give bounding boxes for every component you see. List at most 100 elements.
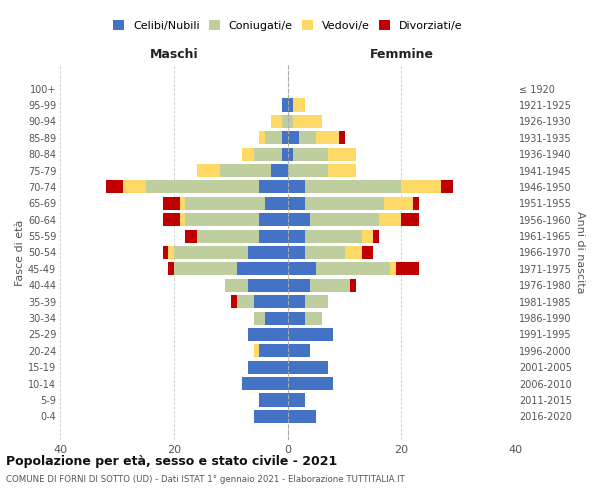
Bar [288,98,293,112]
Bar [288,394,305,406]
Bar [293,148,328,160]
Bar [236,262,288,276]
Bar [305,180,401,194]
Bar [385,197,413,210]
Bar [328,148,356,160]
Bar [259,131,265,144]
Bar [288,213,310,226]
Bar [288,164,328,177]
Y-axis label: Fasce di età: Fasce di età [15,220,25,286]
Bar [248,246,288,259]
Bar [259,180,288,194]
Bar [197,230,259,242]
Bar [174,262,236,276]
Bar [248,360,288,374]
Text: Maschi: Maschi [150,48,199,60]
Bar [254,312,265,324]
Bar [265,131,282,144]
Bar [265,197,288,210]
Bar [339,131,344,144]
Bar [282,148,288,160]
Bar [288,148,293,160]
Bar [299,131,316,144]
Bar [185,230,197,242]
Bar [248,328,288,341]
Bar [254,148,282,160]
Bar [401,180,441,194]
Bar [225,278,248,292]
Bar [305,246,344,259]
Bar [271,115,282,128]
Text: COMUNE DI FORNI DI SOTTO (UD) - Dati ISTAT 1° gennaio 2021 - Elaborazione TUTTIT: COMUNE DI FORNI DI SOTTO (UD) - Dati IST… [6,475,405,484]
Bar [293,98,305,112]
Bar [169,246,174,259]
Bar [288,344,310,358]
Bar [169,262,174,276]
Bar [344,246,362,259]
Bar [310,213,379,226]
Bar [396,262,419,276]
Bar [254,344,259,358]
Bar [174,246,248,259]
Bar [288,278,310,292]
Bar [362,246,373,259]
Bar [441,180,452,194]
Bar [259,394,288,406]
Text: Popolazione per età, sesso e stato civile - 2021: Popolazione per età, sesso e stato civil… [6,455,337,468]
Bar [288,262,316,276]
Bar [242,148,254,160]
Bar [328,164,356,177]
Bar [220,164,271,177]
Bar [259,230,288,242]
Bar [288,197,305,210]
Bar [373,230,379,242]
Bar [282,98,288,112]
Bar [288,230,305,242]
Bar [288,328,333,341]
Bar [310,278,350,292]
Legend: Celibi/Nubili, Coniugati/e, Vedovi/e, Divorziati/e: Celibi/Nubili, Coniugati/e, Vedovi/e, Di… [111,18,464,33]
Bar [401,213,419,226]
Bar [271,164,288,177]
Bar [185,213,259,226]
Bar [163,213,180,226]
Bar [305,230,362,242]
Bar [259,344,288,358]
Bar [288,180,305,194]
Bar [288,295,305,308]
Bar [390,262,396,276]
Bar [254,410,288,423]
Bar [305,197,385,210]
Bar [293,115,322,128]
Bar [379,213,401,226]
Bar [163,197,180,210]
Bar [288,246,305,259]
Bar [288,115,293,128]
Bar [180,197,185,210]
Bar [163,246,169,259]
Bar [316,131,339,144]
Bar [123,180,146,194]
Bar [236,295,254,308]
Bar [413,197,419,210]
Bar [259,213,288,226]
Bar [180,213,185,226]
Bar [316,262,390,276]
Bar [288,131,299,144]
Bar [185,197,265,210]
Bar [146,180,259,194]
Bar [282,115,288,128]
Bar [231,295,236,308]
Bar [197,164,220,177]
Bar [350,278,356,292]
Bar [254,295,288,308]
Text: Femmine: Femmine [370,48,433,60]
Bar [305,295,328,308]
Bar [265,312,288,324]
Bar [248,278,288,292]
Bar [288,312,305,324]
Bar [305,312,322,324]
Bar [282,131,288,144]
Bar [288,410,316,423]
Bar [106,180,123,194]
